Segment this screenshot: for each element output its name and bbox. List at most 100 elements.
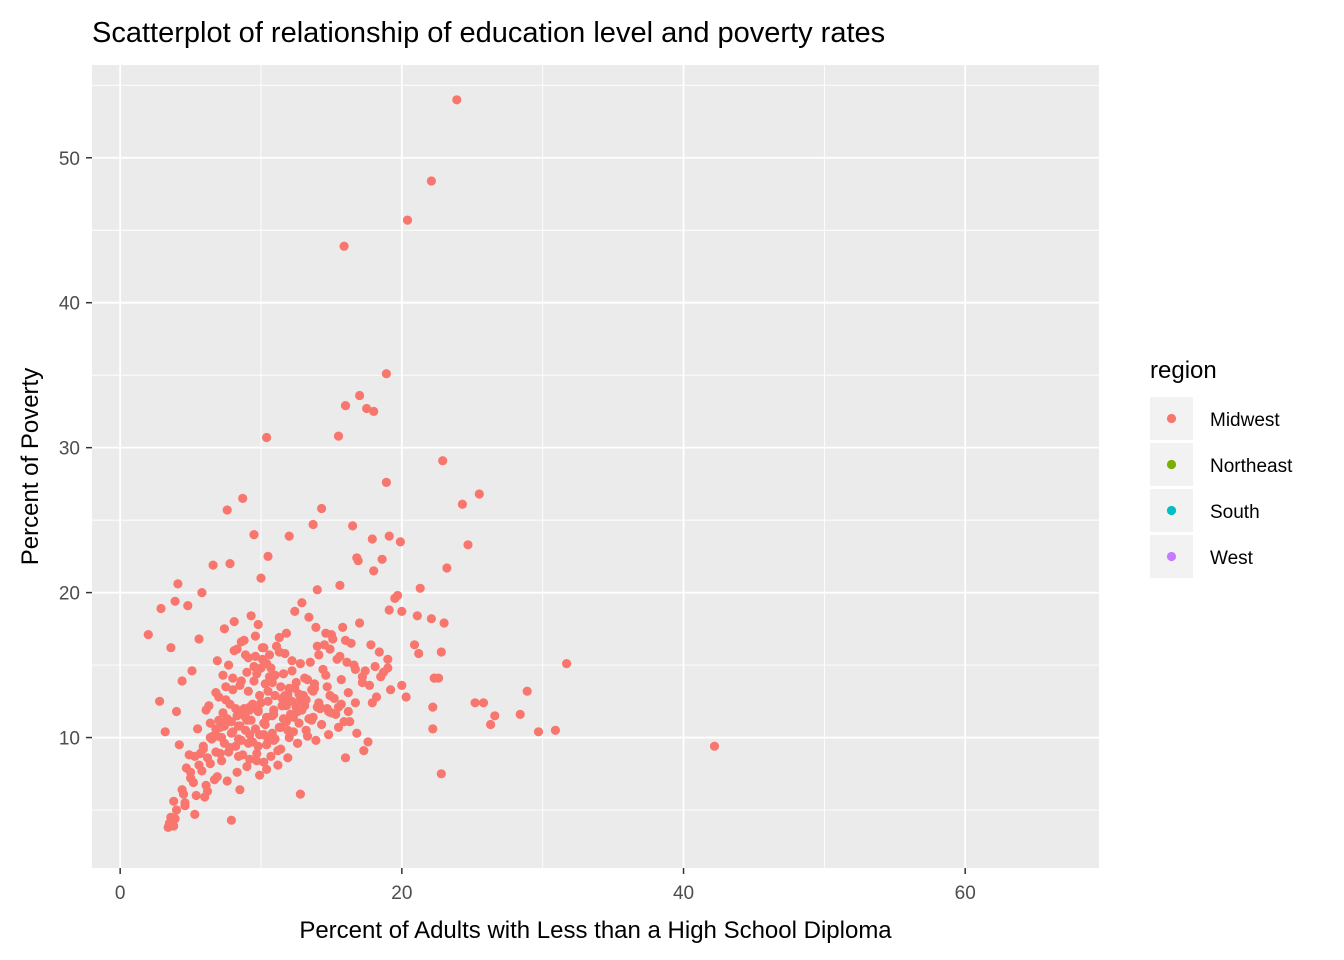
- y-tick-label: 50: [59, 149, 80, 170]
- scatter-point: [415, 583, 425, 593]
- scatter-point: [225, 559, 235, 569]
- scatter-point: [397, 680, 407, 691]
- scatter-point: [245, 754, 255, 764]
- scatter-point: [249, 530, 259, 540]
- scatter-point: [178, 789, 189, 799]
- scatter-point: [348, 521, 358, 531]
- y-tick-label: 40: [59, 294, 80, 315]
- scatter-point: [290, 683, 300, 693]
- scatter-point: [246, 611, 256, 621]
- scatter-point: [386, 685, 396, 695]
- scatter-point: [212, 772, 222, 782]
- scatter-point: [235, 680, 245, 691]
- scatter-point: [377, 554, 387, 564]
- y-tick-label: 20: [59, 584, 80, 605]
- scatter-point: [329, 693, 339, 704]
- scatter-point: [278, 669, 289, 679]
- scatter-point: [362, 403, 372, 414]
- scatter-point: [562, 659, 572, 669]
- scatter-point: [359, 746, 369, 756]
- scatter-point: [438, 456, 448, 466]
- scatter-point: [205, 759, 215, 769]
- scatter-point: [383, 654, 393, 664]
- scatter-point: [426, 614, 436, 624]
- scatter-point: [250, 651, 260, 662]
- scatter-point: [428, 724, 438, 734]
- scatter-point: [325, 644, 335, 654]
- scatter-point: [163, 822, 173, 833]
- scatter-point: [333, 722, 344, 733]
- scatter-point: [308, 519, 318, 530]
- scatter-point: [317, 503, 327, 514]
- chart-title: Scatterplot of relationship of education…: [92, 17, 885, 49]
- scatter-point: [197, 588, 207, 598]
- scatter-point: [412, 611, 422, 621]
- scatter-point: [340, 635, 351, 646]
- scatter-point: [452, 95, 462, 105]
- scatter-point: [255, 770, 265, 780]
- scatter-point: [339, 241, 349, 251]
- x-tick-label: 60: [955, 883, 976, 904]
- scatter-point: [229, 646, 239, 656]
- scatter-point: [304, 612, 314, 622]
- scatter-point: [349, 660, 359, 670]
- legend-key-dot: [1166, 551, 1177, 562]
- scatter-point: [533, 727, 544, 737]
- scatter-point: [369, 406, 379, 416]
- scatter-point: [295, 789, 305, 799]
- scatter-point: [274, 632, 284, 643]
- scatter-point: [312, 641, 322, 651]
- scatter-point: [266, 751, 276, 762]
- scatter-point: [324, 730, 334, 740]
- scatter-point: [201, 780, 211, 791]
- scatter-point: [222, 776, 232, 786]
- scatter-point: [311, 622, 321, 633]
- scatter-point: [252, 756, 262, 766]
- scatter-point: [284, 531, 294, 541]
- scatter-point: [442, 563, 452, 573]
- scatter-point: [259, 730, 269, 740]
- legend-items: Midwest Northeast South West: [1150, 397, 1293, 578]
- scatter-point: [414, 648, 424, 659]
- scatter-point: [270, 670, 280, 680]
- scatter-point: [332, 654, 342, 664]
- scatter-point: [242, 761, 252, 772]
- scatter-point: [429, 673, 439, 683]
- scatter-point: [281, 701, 291, 711]
- scatter-point: [169, 796, 179, 806]
- scatter-point: [281, 628, 291, 638]
- scatter-point: [191, 790, 201, 801]
- scatter-point: [522, 686, 532, 696]
- scatter-point: [276, 744, 286, 754]
- scatter-point: [457, 499, 467, 509]
- scatter-point: [274, 722, 284, 733]
- scatter-point: [198, 741, 208, 751]
- scatter-point: [262, 432, 272, 443]
- scatter-point: [171, 706, 182, 717]
- scatter-point: [336, 699, 346, 709]
- scatter-point: [197, 766, 207, 776]
- scatter-point: [343, 706, 353, 717]
- scatter-point: [436, 647, 446, 657]
- scatter-point: [183, 601, 193, 611]
- scatter-point: [369, 566, 379, 576]
- scatter-point: [295, 695, 305, 705]
- scatter-point: [166, 643, 176, 653]
- scatter-point: [190, 809, 200, 820]
- scatter-point: [262, 659, 272, 669]
- scatter-point: [226, 728, 236, 738]
- scatter-point: [353, 556, 363, 566]
- scatter-point: [294, 718, 304, 728]
- scatter-point: [219, 624, 229, 634]
- scatter-point: [317, 719, 327, 730]
- scatter-point: [260, 679, 270, 689]
- scatter-point: [263, 686, 273, 696]
- legend-key-dot: [1166, 459, 1177, 470]
- scatter-point: [193, 724, 203, 734]
- scatter-point: [343, 688, 353, 698]
- scatter-point: [259, 757, 269, 767]
- scatter-point: [312, 585, 322, 595]
- scatter-point: [205, 718, 215, 728]
- scatter-point: [229, 617, 239, 627]
